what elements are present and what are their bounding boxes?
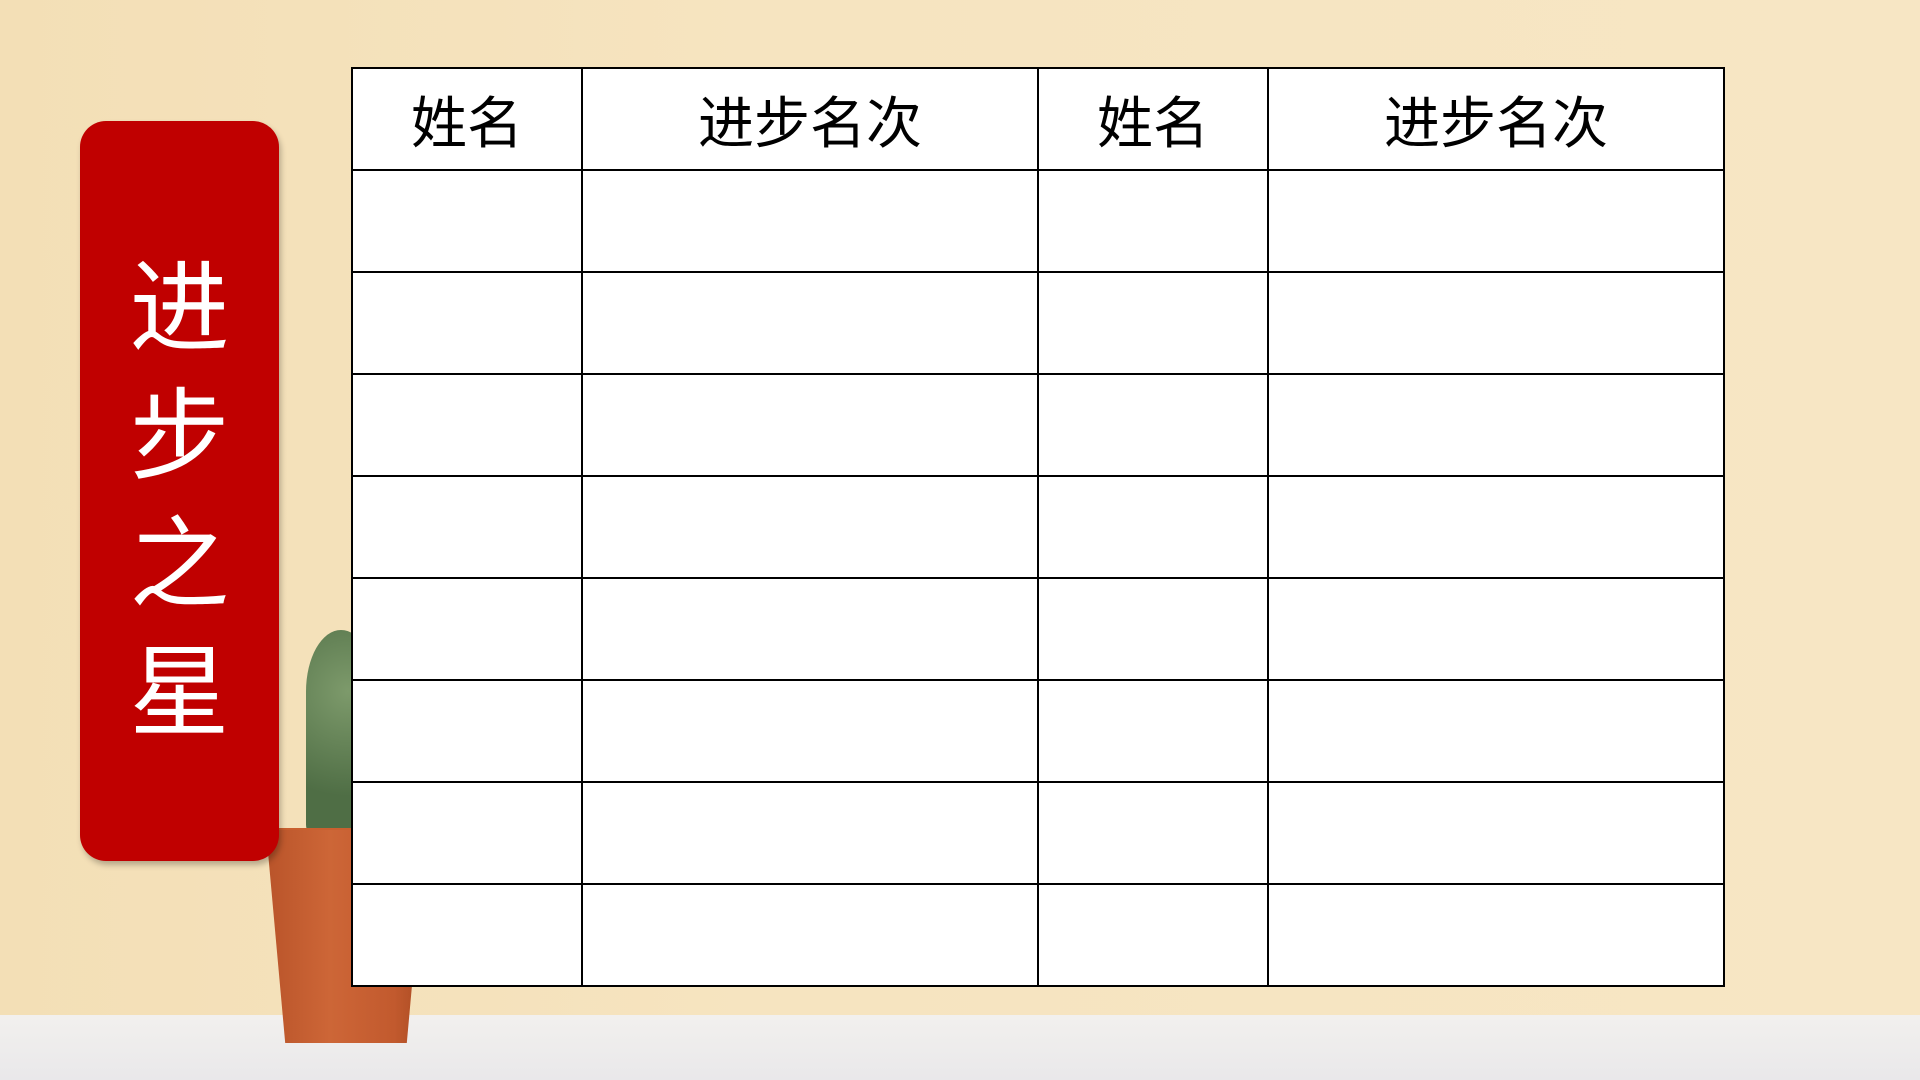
table-cell[interactable]: [351, 781, 583, 885]
title-char: 星: [129, 634, 230, 751]
progress-table: 姓名 进步名次 姓名 进步名次: [351, 67, 1726, 987]
header-name: 姓名: [1036, 67, 1269, 171]
table-cell[interactable]: [581, 883, 1039, 987]
title-char: 之: [129, 506, 230, 623]
table-cell[interactable]: [1036, 781, 1269, 885]
table-row: [351, 475, 1726, 579]
title-char: 步: [129, 378, 230, 495]
table-cell[interactable]: [1266, 679, 1726, 783]
table-cell[interactable]: [351, 373, 583, 477]
header-row: 姓名 进步名次 姓名 进步名次: [351, 67, 1726, 171]
table-row: [351, 373, 1726, 477]
table-cell[interactable]: [1036, 169, 1269, 273]
table-cell[interactable]: [1266, 475, 1726, 579]
table-cell[interactable]: [351, 169, 583, 273]
table-row: [351, 883, 1726, 987]
table-cell[interactable]: [581, 271, 1039, 375]
table-cell[interactable]: [1266, 271, 1726, 375]
table-cell[interactable]: [1036, 679, 1269, 783]
table-cell[interactable]: [581, 781, 1039, 885]
table-row: [351, 169, 1726, 273]
table-cell[interactable]: [581, 475, 1039, 579]
table-cell[interactable]: [1036, 271, 1269, 375]
table-cell[interactable]: [1266, 169, 1726, 273]
table-cell[interactable]: [1036, 373, 1269, 477]
table-cell[interactable]: [1036, 883, 1269, 987]
table-cell[interactable]: [1036, 475, 1269, 579]
table-cell[interactable]: [1266, 781, 1726, 885]
table-cell[interactable]: [1036, 577, 1269, 681]
table-cell[interactable]: [351, 679, 583, 783]
table-cell[interactable]: [1266, 577, 1726, 681]
header-name: 姓名: [351, 67, 583, 171]
table-cell[interactable]: [351, 883, 583, 987]
table-cell[interactable]: [581, 577, 1039, 681]
table-row: [351, 679, 1726, 783]
table-cell[interactable]: [351, 577, 583, 681]
table-cell[interactable]: [581, 373, 1039, 477]
title-banner: 进 步 之 星: [80, 121, 279, 861]
table-cell[interactable]: [351, 271, 583, 375]
header-rank: 进步名次: [1266, 67, 1726, 171]
table-cell[interactable]: [581, 679, 1039, 783]
table-row: [351, 271, 1726, 375]
table-row: [351, 577, 1726, 681]
table-cell[interactable]: [581, 169, 1039, 273]
table-row: [351, 781, 1726, 885]
header-rank: 进步名次: [581, 67, 1039, 171]
title-char: 进: [129, 250, 230, 367]
table-cell[interactable]: [351, 475, 583, 579]
table-cell[interactable]: [1266, 373, 1726, 477]
table-cell[interactable]: [1266, 883, 1726, 987]
